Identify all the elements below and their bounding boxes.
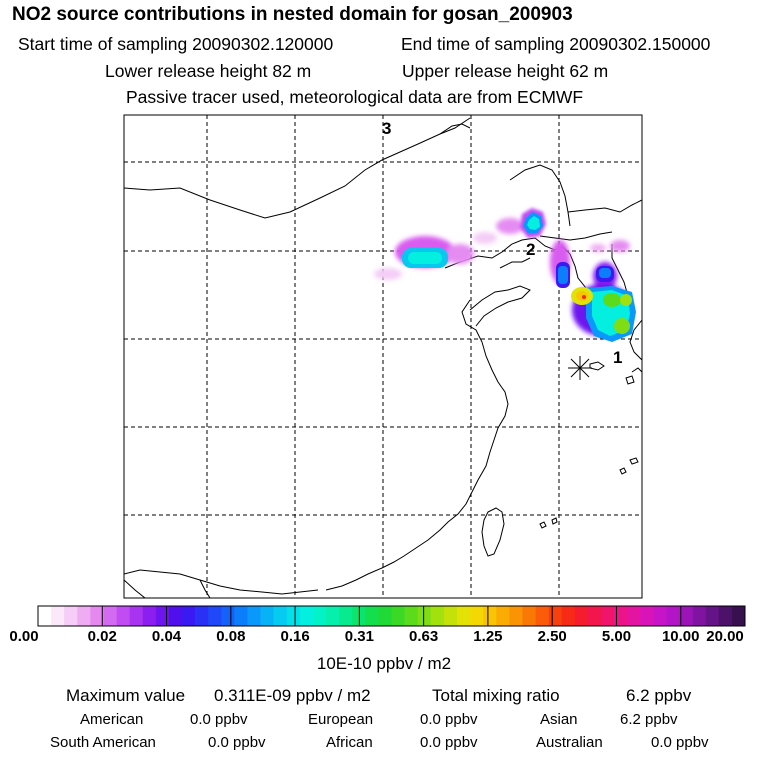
colorbar-swatch xyxy=(640,606,654,626)
colorbar-swatch xyxy=(155,606,170,626)
colorbar-swatch xyxy=(391,606,405,626)
plume-layer xyxy=(374,208,636,342)
marker-2: 2 xyxy=(526,240,535,259)
lower-release-height: Lower release height 82 m xyxy=(105,61,312,81)
colorbar-swatch xyxy=(247,606,261,626)
colorbar-tick-label: 2.50 xyxy=(537,628,567,645)
colorbar-outline xyxy=(37,605,746,627)
colorbar-swatch xyxy=(195,606,209,626)
colorbar-swatch xyxy=(574,606,589,626)
colorbar-swatch xyxy=(653,606,667,626)
colorbar-swatch xyxy=(600,606,615,626)
colorbar-tick-label: 0.04 xyxy=(151,628,182,645)
region-value: 0.0 ppbv xyxy=(190,711,248,728)
colorbar-tick-label: 0.02 xyxy=(87,628,117,645)
colorbar-swatch xyxy=(535,606,549,626)
colorbar-swatch xyxy=(470,606,484,626)
map-grid xyxy=(124,115,642,598)
colorbar-swatch xyxy=(77,606,91,626)
colorbar-swatch xyxy=(456,606,471,626)
colorbar-swatch xyxy=(51,606,65,626)
colorbar-swatch xyxy=(326,606,340,626)
colorbar-swatch xyxy=(679,606,693,626)
colorbar-tick-label: 20.00 xyxy=(706,628,744,645)
colorbar-swatch xyxy=(221,606,235,626)
colorbar-swatch xyxy=(90,606,104,626)
colorbar-unit: 10E-10 ppbv / m2 xyxy=(316,654,452,673)
colorbar-tick-label: 5.00 xyxy=(601,628,632,645)
region-name: African xyxy=(326,734,373,751)
colorbar-swatch xyxy=(430,606,445,626)
start-time: Start time of sampling 20090302.120000 xyxy=(18,34,334,54)
colorbar-tick-label: 0.16 xyxy=(280,628,310,645)
colorbar-swatch xyxy=(417,606,432,626)
colorbar-swatch xyxy=(38,606,52,626)
marker-1: 1 xyxy=(613,348,622,367)
total-mixing-value: 6.2 ppbv xyxy=(626,686,692,705)
colorbar-swatch xyxy=(286,606,301,626)
coastlines xyxy=(123,117,643,599)
colorbar-swatch xyxy=(299,606,314,626)
marker-3: 3 xyxy=(382,119,391,138)
colorbar-swatch xyxy=(234,606,248,626)
colorbar-swatch xyxy=(103,606,117,626)
colorbar-swatch xyxy=(64,606,78,626)
colorbar-swatch xyxy=(142,606,157,626)
end-time: End time of sampling 20090302.150000 xyxy=(401,34,711,54)
colorbar-swatch xyxy=(509,606,523,626)
colorbar-swatch xyxy=(116,606,130,626)
colorbar-tick-label: 0.00 xyxy=(9,628,39,645)
colorbar-swatch xyxy=(208,606,222,626)
tracer-note: Passive tracer used, meteorological data… xyxy=(126,87,584,107)
region-name: South American xyxy=(50,734,156,751)
colorbar-swatch xyxy=(731,606,746,626)
colorbar-swatch xyxy=(522,606,536,626)
colorbar-swatch xyxy=(587,606,602,626)
colorbar-swatch xyxy=(404,606,418,626)
colorbar-swatch xyxy=(705,606,720,626)
colorbar-swatch xyxy=(182,606,196,626)
colorbar-tick-label: 1.25 xyxy=(473,628,503,645)
region-value: 6.2 ppbv xyxy=(620,711,678,728)
colorbar-swatch xyxy=(260,606,274,626)
colorbar-swatch xyxy=(483,606,497,626)
region-value: 0.0 ppbv xyxy=(420,734,478,751)
colorbar-swatch xyxy=(666,606,680,626)
region-value: 0.0 ppbv xyxy=(420,711,478,728)
colorbar-swatch xyxy=(168,606,183,626)
upper-release-height: Upper release height 62 m xyxy=(402,61,609,81)
colorbar-swatch xyxy=(718,606,733,626)
colorbar-tick-label: 0.63 xyxy=(409,628,439,645)
region-name: American xyxy=(80,711,144,728)
colorbar-tick-label: 0.31 xyxy=(344,628,374,645)
colorbar-swatch xyxy=(273,606,288,626)
region-name: Asian xyxy=(540,711,578,728)
region-name: European xyxy=(308,711,374,728)
max-value-label: Maximum value xyxy=(66,686,186,705)
colorbar-tick-label: 10.00 xyxy=(661,628,700,645)
colorbar-tick-label: 0.08 xyxy=(216,628,246,645)
colorbar-swatch xyxy=(312,606,327,626)
colorbar-swatch xyxy=(627,606,641,626)
colorbar xyxy=(37,605,746,627)
colorbar-swatch xyxy=(561,606,576,626)
colorbar-swatch xyxy=(692,606,707,626)
region-value: 0.0 ppbv xyxy=(208,734,266,751)
colorbar-swatch xyxy=(339,606,353,626)
colorbar-swatch xyxy=(365,606,379,626)
colorbar-swatch xyxy=(548,606,562,626)
colorbar-swatch xyxy=(129,606,144,626)
colorbar-swatch xyxy=(443,606,458,626)
colorbar-swatch xyxy=(496,606,510,626)
region-name: Australian xyxy=(536,734,603,751)
region-value: 0.0 ppbv xyxy=(651,734,709,751)
page-title: NO2 source contributions in nested domai… xyxy=(12,4,573,25)
total-mixing-label: Total mixing ratio xyxy=(432,686,560,705)
colorbar-swatch xyxy=(614,606,628,626)
receptor-star-icon xyxy=(568,356,592,380)
colorbar-swatch xyxy=(378,606,392,626)
max-value: 0.311E-09 ppbv / m2 xyxy=(214,686,371,705)
